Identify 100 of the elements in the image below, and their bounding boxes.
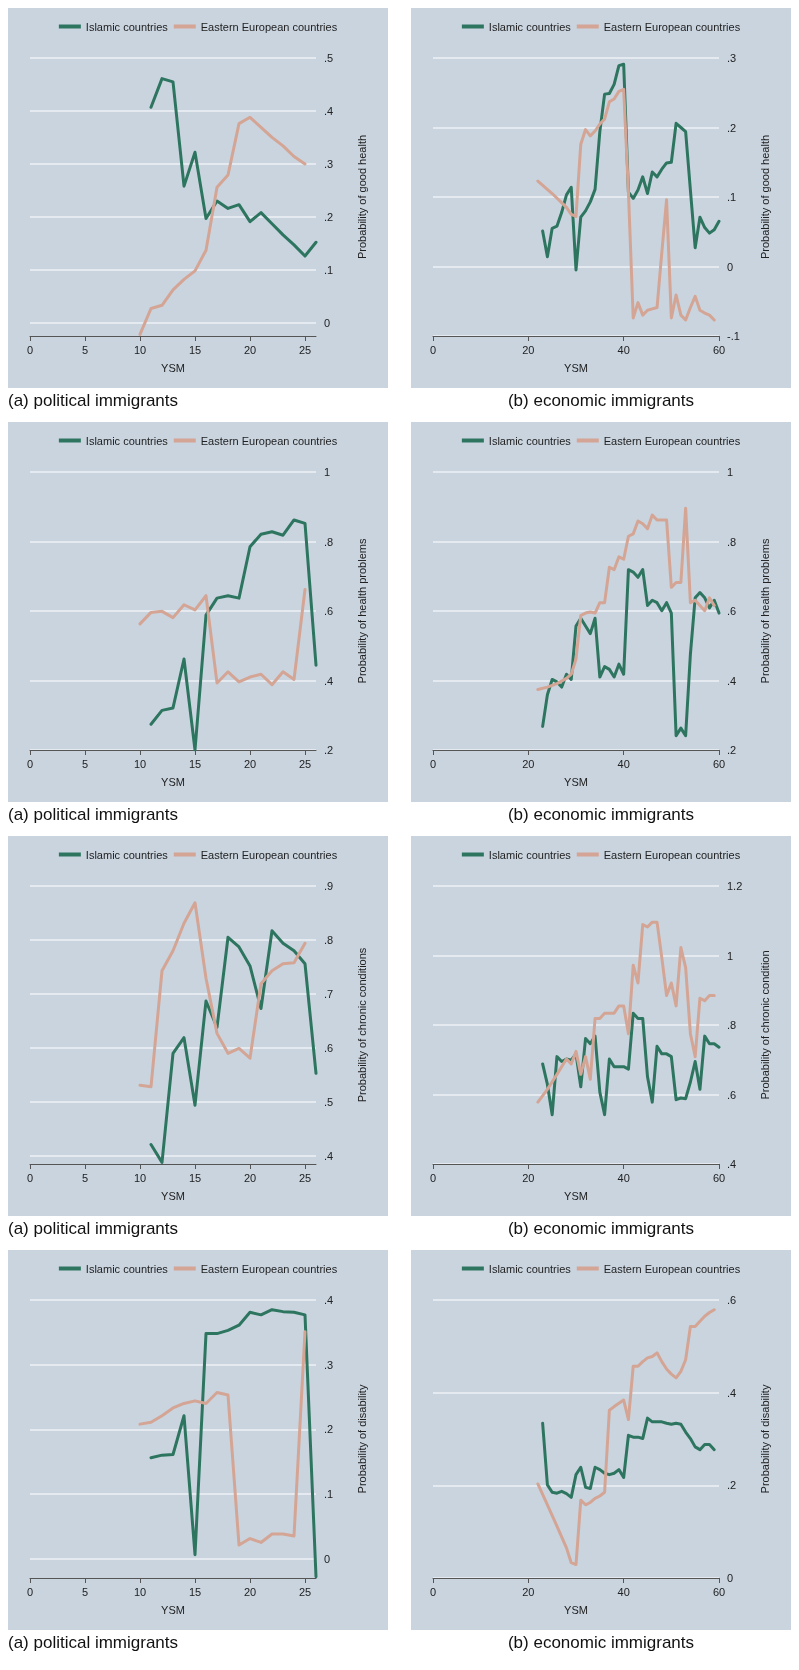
y-axis-title: Probability of disability xyxy=(758,1384,771,1494)
x-tick-label: 20 xyxy=(522,343,535,356)
legend-label: Eastern European countries xyxy=(200,848,338,861)
legend-label: Islamic countries xyxy=(85,20,169,33)
y-tick-label: .4 xyxy=(727,674,737,687)
x-tick-label: 15 xyxy=(188,1171,202,1184)
legend-label: Islamic countries xyxy=(488,1262,572,1275)
y-axis-title: Probability of good health xyxy=(355,134,368,260)
y-tick-label: 1.2 xyxy=(727,880,743,892)
legend-label: Eastern European countries xyxy=(603,848,741,861)
y-tick-label: 0 xyxy=(727,260,734,273)
y-tick-label: .2 xyxy=(324,1423,334,1436)
x-tick-label: 25 xyxy=(298,1171,312,1184)
y-tick-label: .3 xyxy=(324,157,334,170)
y-tick-label: 0 xyxy=(324,316,331,329)
x-tick-label: 20 xyxy=(522,1585,535,1598)
line-series xyxy=(149,929,318,1164)
x-tick-label: 15 xyxy=(188,343,202,356)
legend-label: Eastern European countries xyxy=(603,434,741,447)
y-tick-label: .2 xyxy=(324,210,334,223)
y-tick-label: .2 xyxy=(727,1479,737,1492)
text: (a) political immigrants xyxy=(8,390,180,412)
line-series xyxy=(541,568,721,738)
y-tick-label: 1 xyxy=(324,466,331,478)
legend-label: Islamic countries xyxy=(85,434,169,447)
y-tick-label: .3 xyxy=(324,1358,334,1371)
y-tick-label: .8 xyxy=(727,535,737,548)
x-axis-title: YSM xyxy=(564,1189,588,1202)
x-tick-label: 25 xyxy=(298,343,312,356)
y-tick-label: .6 xyxy=(324,1041,334,1054)
y-tick-label: 1 xyxy=(727,466,734,478)
legend-label: Islamic countries xyxy=(85,1262,169,1275)
y-tick-label: 0 xyxy=(324,1552,331,1565)
x-tick-label: 5 xyxy=(81,1171,89,1184)
x-tick-label: 10 xyxy=(133,1171,147,1184)
y-tick-label: 1 xyxy=(727,949,734,962)
x-axis-title: YSM xyxy=(564,361,588,374)
y-tick-label: .6 xyxy=(727,605,737,617)
x-tick-label: 60 xyxy=(712,757,726,770)
line-series xyxy=(149,518,318,752)
text: (a) political immigrants xyxy=(8,804,180,826)
x-tick-label: 0 xyxy=(26,1171,34,1184)
y-tick-label: .1 xyxy=(727,191,737,203)
legend-label: Eastern European countries xyxy=(200,20,338,33)
line-series xyxy=(536,506,716,692)
y-tick-label: .2 xyxy=(727,744,737,756)
x-tick-label: 25 xyxy=(298,1585,312,1598)
legend-label: Islamic countries xyxy=(488,434,572,447)
y-tick-label: .6 xyxy=(727,1088,737,1101)
legend-label: Eastern European countries xyxy=(603,20,741,33)
y-tick-label: .8 xyxy=(324,933,334,946)
y-axis-title: Probability of disability xyxy=(355,1384,368,1494)
line-series xyxy=(138,901,307,1089)
x-tick-label: 25 xyxy=(298,757,312,770)
y-tick-label: .4 xyxy=(324,674,334,687)
y-axis-title: Probability of chronic conditions xyxy=(355,947,368,1103)
x-tick-label: 15 xyxy=(188,1585,202,1598)
x-tick-label: 20 xyxy=(243,343,257,356)
y-tick-label: .6 xyxy=(324,605,334,617)
y-tick-label: .9 xyxy=(324,880,334,892)
x-tick-label: 20 xyxy=(243,757,257,770)
x-tick-label: 60 xyxy=(712,1171,726,1184)
line-series xyxy=(541,1011,721,1117)
y-tick-label: .5 xyxy=(324,52,334,64)
y-tick-label: .2 xyxy=(727,121,737,134)
x-axis-title: YSM xyxy=(161,1603,185,1616)
y-tick-label: .8 xyxy=(324,535,334,548)
x-tick-label: 20 xyxy=(243,1171,257,1184)
legend-label: Islamic countries xyxy=(488,848,572,861)
x-tick-label: 40 xyxy=(617,1585,630,1598)
line-series xyxy=(138,587,307,687)
x-tick-label: 10 xyxy=(133,757,147,770)
x-tick-label: 0 xyxy=(26,1585,34,1598)
x-axis-title: YSM xyxy=(564,1603,588,1616)
x-tick-label: 15 xyxy=(188,757,202,770)
y-tick-label: .2 xyxy=(324,744,334,756)
y-tick-label: .4 xyxy=(727,1386,737,1399)
line-series xyxy=(536,920,716,1104)
text: (b) economic immigrants xyxy=(506,1632,696,1654)
y-tick-label: .4 xyxy=(324,1294,334,1306)
line-series xyxy=(536,87,716,322)
x-tick-label: 0 xyxy=(26,757,34,770)
x-tick-label: 0 xyxy=(26,343,34,356)
x-tick-label: 40 xyxy=(617,343,630,356)
x-axis-title: YSM xyxy=(161,775,185,788)
x-tick-label: 20 xyxy=(522,757,535,770)
x-tick-label: 40 xyxy=(617,1171,630,1184)
y-tick-label: .4 xyxy=(324,104,334,117)
legend-label: Eastern European countries xyxy=(200,434,338,447)
x-tick-label: 5 xyxy=(81,343,89,356)
line-series xyxy=(541,1416,716,1499)
legend-label: Islamic countries xyxy=(85,848,169,861)
x-axis-title: YSM xyxy=(564,775,588,788)
x-tick-label: 0 xyxy=(429,1171,437,1184)
x-tick-label: 5 xyxy=(81,757,89,770)
y-tick-label: .4 xyxy=(727,1158,737,1170)
text: (a) political immigrants xyxy=(8,1218,180,1240)
x-tick-label: 0 xyxy=(429,343,437,356)
x-tick-label: 0 xyxy=(429,1585,437,1598)
legend-label: Islamic countries xyxy=(488,20,572,33)
